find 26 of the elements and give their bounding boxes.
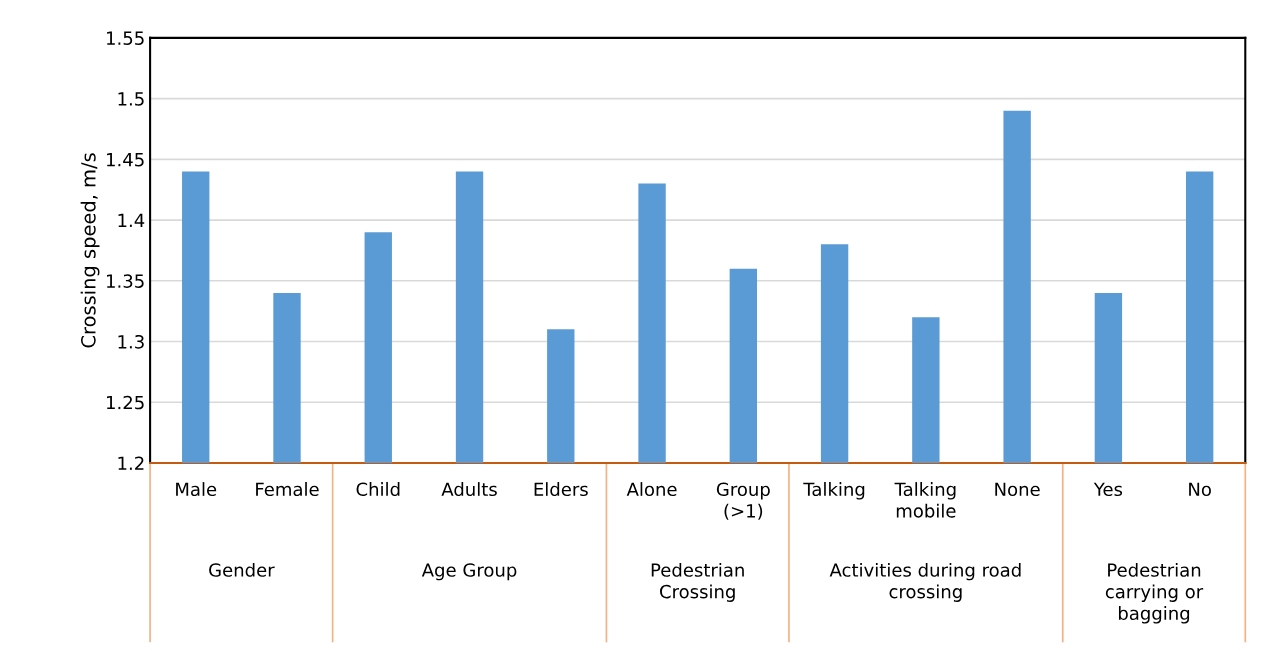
y-tick-label: 1.5	[118, 92, 144, 106]
x-tick-label: Alone	[626, 482, 677, 497]
x-tick-label: No	[1189, 482, 1211, 497]
text: Pedestrian Crossing	[651, 562, 744, 602]
y-tick-label: 1.4	[118, 213, 145, 227]
x-tick-label: Yes	[1093, 482, 1123, 497]
y-tick-label: 1.35	[107, 274, 144, 288]
y-axis-title: Crossing speed, m/s	[80, 153, 100, 348]
y-tick-label: 1.55	[107, 31, 144, 45]
y-tick-label: 1.25	[107, 395, 144, 410]
x-tick-label: Elders	[534, 482, 588, 497]
text: Gender	[209, 562, 275, 577]
x-tick-label: Adults	[441, 482, 497, 497]
x-tick-label: Talking mobile	[894, 482, 956, 518]
y-tick-label: 1.3	[118, 334, 144, 349]
text: Age Group	[421, 563, 517, 581]
y-tick-label: 1.2	[118, 456, 144, 470]
x-tick-label: Child	[356, 482, 400, 497]
x-tick-label: Talking	[803, 482, 865, 500]
x-tick-label: Female	[256, 482, 319, 497]
x-tick-label: Male	[176, 482, 217, 497]
x-tick-label: None	[995, 482, 1040, 497]
text: Activities during road crossing	[829, 562, 1021, 602]
text: Pedestrian carrying or bagging	[1105, 562, 1204, 624]
y-tick-label: 1.45	[107, 153, 144, 167]
x-tick-label: Group (>1)	[716, 482, 770, 520]
